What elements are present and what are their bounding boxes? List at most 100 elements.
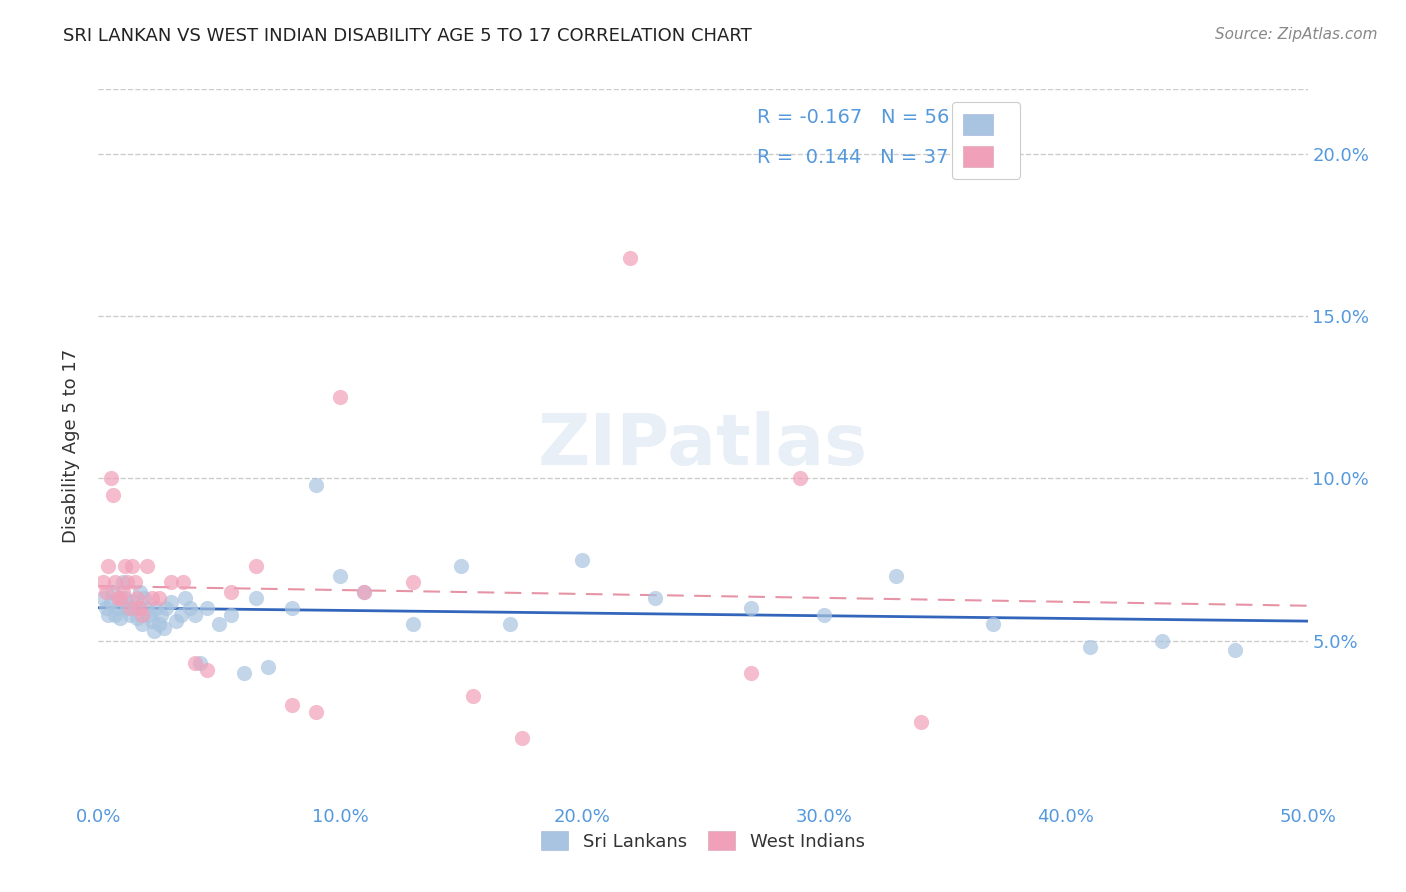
Point [281,698,304,713]
Text: Source: ZipAtlas.com: Source: ZipAtlas.com [1215,27,1378,42]
Point [184,657,207,671]
Point [91,591,114,606]
Point [100,595,122,609]
Point [329,568,352,582]
Point [1078,640,1101,654]
Point [97,607,120,622]
Point [134,591,156,606]
Point [450,559,472,574]
Point [128,601,150,615]
Point [208,617,231,632]
Point [127,611,149,625]
Point [353,585,375,599]
Point [114,559,136,574]
Point [510,731,533,745]
Point [143,624,166,638]
Point [127,591,149,606]
Point [184,607,207,622]
Point [305,478,328,492]
Point [179,601,201,615]
Point [498,617,520,632]
Point [111,575,134,590]
Point [148,591,170,606]
Point [353,585,375,599]
Point [245,559,267,574]
Point [789,471,811,485]
Point [94,601,117,615]
Point [141,614,163,628]
Point [402,617,425,632]
Point [1223,643,1246,657]
Point [256,659,278,673]
Point [114,591,136,606]
Point [100,471,122,485]
Point [117,601,139,615]
Point [232,666,254,681]
Point [160,575,183,590]
Point [91,575,114,590]
Legend: Sri Lankans, West Indians: Sri Lankans, West Indians [534,824,872,858]
Point [101,488,124,502]
Point [124,601,146,615]
Point [118,601,141,615]
Point [117,575,139,590]
Point [131,607,153,622]
Point [813,607,835,622]
Point [886,568,908,582]
Point [101,585,124,599]
Point [169,607,191,622]
Point [619,251,641,265]
Point [981,617,1004,632]
Point [152,621,174,635]
Point [155,601,177,615]
Point [131,617,153,632]
Point [245,591,267,606]
Point [104,607,127,622]
Point [121,595,143,609]
Point [281,601,304,615]
Point [148,617,170,632]
Point [150,607,173,622]
Y-axis label: Disability Age 5 to 17: Disability Age 5 to 17 [62,349,80,543]
Point [160,595,183,609]
Point [135,601,157,615]
Point [1152,633,1174,648]
Point [165,614,187,628]
Point [172,575,194,590]
Point [740,666,762,681]
Point [94,585,117,599]
Point [644,591,666,606]
Point [104,575,127,590]
Point [305,705,328,719]
Text: SRI LANKAN VS WEST INDIAN DISABILITY AGE 5 TO 17 CORRELATION CHART: SRI LANKAN VS WEST INDIAN DISABILITY AGE… [63,27,752,45]
Point [740,601,762,615]
Point [128,585,150,599]
Point [195,663,218,677]
Point [124,575,146,590]
Point [118,607,141,622]
Text: R =  0.144   N = 37: R = 0.144 N = 37 [758,148,949,167]
Point [141,591,163,606]
Point [121,559,143,574]
Point [111,585,134,599]
Text: ZIPatlas: ZIPatlas [538,411,868,481]
Point [174,591,197,606]
Point [463,689,485,703]
Point [108,591,131,606]
Point [402,575,425,590]
Point [188,657,211,671]
Point [107,591,129,606]
Point [221,585,243,599]
Point [135,559,157,574]
Point [108,611,131,625]
Point [571,552,593,566]
Point [97,559,120,574]
Text: R = -0.167   N = 56: R = -0.167 N = 56 [758,109,950,128]
Point [138,607,160,622]
Point [107,601,129,615]
Point [910,714,932,729]
Point [221,607,243,622]
Point [329,390,352,404]
Point [145,601,167,615]
Point [195,601,218,615]
